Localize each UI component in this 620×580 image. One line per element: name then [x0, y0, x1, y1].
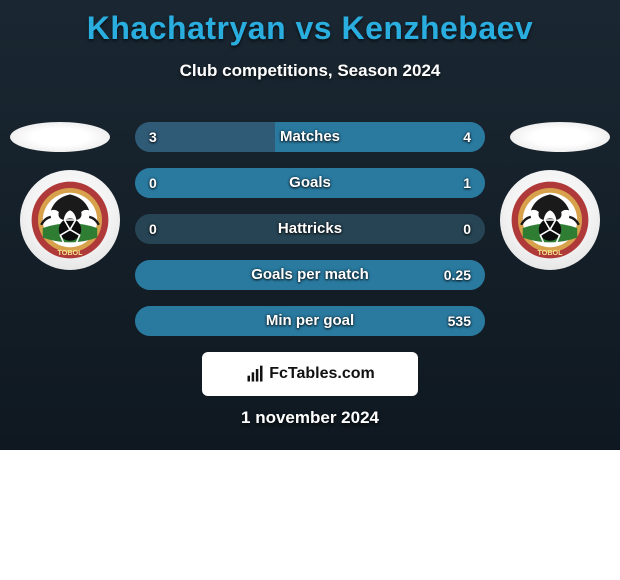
stat-label: Matches	[135, 122, 485, 152]
svg-text:TOBOL: TOBOL	[537, 248, 563, 257]
stat-value-right: 1	[463, 168, 471, 198]
attribution-text: FcTables.com	[269, 365, 375, 383]
svg-text:TOBOL: TOBOL	[57, 248, 83, 257]
page-subtitle: Club competitions, Season 2024	[0, 61, 620, 81]
club-crest-icon: TOBOL	[510, 180, 590, 260]
stat-value-right: 535	[448, 306, 471, 336]
club-badge-left: TOBOL	[20, 170, 120, 270]
stat-value-right: 4	[463, 122, 471, 152]
stat-label: Hattricks	[135, 214, 485, 244]
stat-value-right: 0	[463, 214, 471, 244]
club-crest-icon: TOBOL	[30, 180, 110, 260]
infographic-card: Khachatryan vs Kenzhebaev Club competiti…	[0, 0, 620, 580]
stat-value-left: 0	[149, 168, 157, 198]
main-panel: Khachatryan vs Kenzhebaev Club competiti…	[0, 0, 620, 450]
date-label: 1 november 2024	[0, 408, 620, 428]
player-avatar-left	[10, 122, 110, 152]
page-title: Khachatryan vs Kenzhebaev	[0, 0, 620, 47]
stat-rows: Matches34Goals01Hattricks00Goals per mat…	[135, 122, 485, 352]
attribution-badge: FcTables.com	[202, 352, 418, 396]
stat-value-right: 0.25	[444, 260, 471, 290]
stat-row: Min per goal535	[135, 306, 485, 336]
blank-space	[0, 450, 620, 580]
stat-row: Goals per match0.25	[135, 260, 485, 290]
stat-value-left: 0	[149, 214, 157, 244]
stat-row: Hattricks0 0	[135, 214, 485, 244]
stat-label: Min per goal	[135, 306, 485, 336]
stat-label: Goals per match	[135, 260, 485, 290]
stat-row: Goals0 1	[135, 168, 485, 198]
stat-value-left: 3	[149, 122, 157, 152]
club-badge-right: TOBOL	[500, 170, 600, 270]
player-avatar-right	[510, 122, 610, 152]
stat-row: Matches3 4	[135, 122, 485, 152]
stat-label: Goals	[135, 168, 485, 198]
bar-chart-icon	[245, 364, 265, 384]
